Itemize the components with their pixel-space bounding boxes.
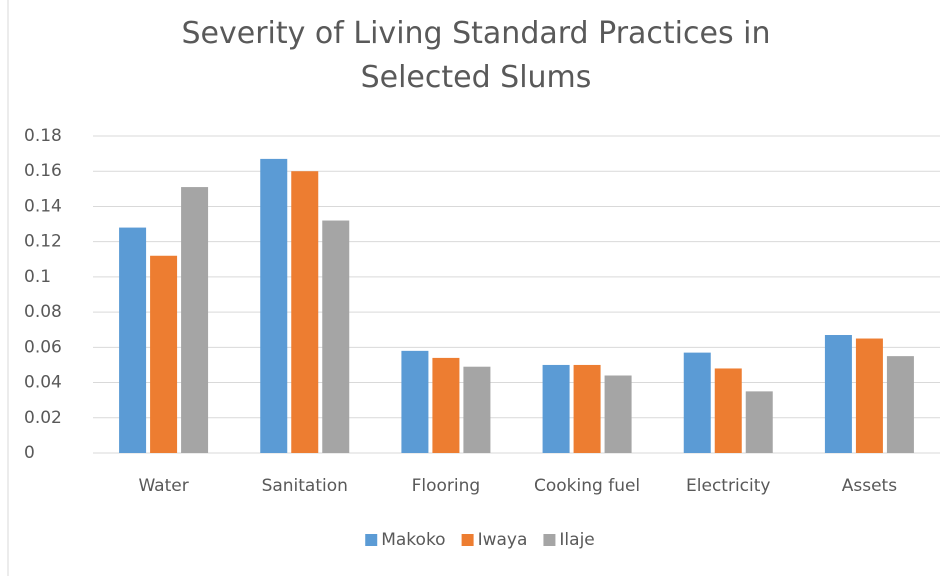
x-tick-label: Cooking fuel — [534, 476, 640, 496]
bar — [119, 227, 147, 453]
bar — [745, 391, 773, 453]
bar — [181, 187, 209, 454]
bar — [260, 158, 288, 453]
bar — [463, 366, 491, 453]
bar — [714, 368, 742, 453]
legend-label: Ilaje — [559, 530, 594, 550]
bar — [291, 171, 319, 453]
bar — [683, 352, 711, 453]
bar — [150, 255, 178, 453]
x-tick-label: Sanitation — [262, 476, 348, 496]
x-tick-label: Water — [138, 476, 188, 496]
bar — [322, 220, 350, 453]
bar — [604, 375, 632, 453]
x-tick-label: Flooring — [412, 476, 481, 496]
legend-swatch — [543, 534, 556, 546]
legend-swatch — [461, 534, 474, 546]
legend-label: Makoko — [381, 530, 445, 550]
legend-item: Ilaje — [543, 530, 595, 550]
legend-item: Makoko — [365, 530, 446, 550]
y-tick-label: 0.1 — [24, 267, 51, 287]
bar — [573, 364, 601, 453]
y-tick-label: 0.18 — [24, 126, 62, 146]
bar — [542, 364, 570, 453]
y-tick-label: 0.12 — [24, 232, 62, 252]
bar — [855, 338, 883, 453]
y-tick-label: 0.08 — [24, 302, 62, 322]
x-tick-label: Assets — [842, 476, 897, 496]
x-tick-label: Electricity — [686, 476, 770, 496]
legend-item: Iwaya — [461, 530, 528, 550]
y-tick-label: 0.16 — [24, 161, 62, 181]
y-tick-label: 0.02 — [24, 408, 62, 428]
y-tick-label: 0.14 — [24, 196, 62, 216]
y-tick-label: 0 — [24, 443, 35, 463]
bar — [886, 356, 914, 453]
chart-title: Severity of Living Standard Practices in… — [181, 16, 771, 95]
legend-swatch — [365, 534, 378, 546]
bar — [401, 350, 429, 453]
bar — [432, 357, 460, 453]
bar — [824, 335, 852, 453]
y-tick-label: 0.04 — [24, 373, 62, 393]
y-tick-label: 0.06 — [24, 337, 62, 357]
legend-label: Iwaya — [478, 530, 528, 550]
